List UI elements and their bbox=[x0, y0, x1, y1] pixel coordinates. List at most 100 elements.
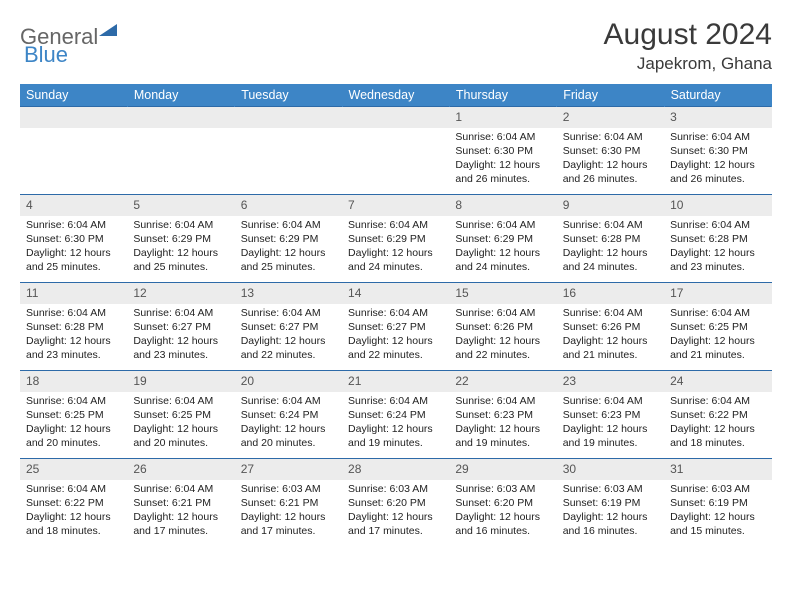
day-details: Sunrise: 6:04 AMSunset: 6:28 PMDaylight:… bbox=[20, 304, 127, 367]
sunset-text: Sunset: 6:27 PM bbox=[241, 320, 336, 334]
day-details: Sunrise: 6:03 AMSunset: 6:21 PMDaylight:… bbox=[235, 480, 342, 543]
page-header: General August 2024 Japekrom, Ghana bbox=[20, 18, 772, 74]
sunrise-text: Sunrise: 6:04 AM bbox=[133, 306, 228, 320]
brand-part2: Blue bbox=[24, 42, 68, 68]
sunrise-text: Sunrise: 6:03 AM bbox=[241, 482, 336, 496]
daylight-text: Daylight: 12 hours and 23 minutes. bbox=[133, 334, 228, 362]
calendar-day-cell: 2Sunrise: 6:04 AMSunset: 6:30 PMDaylight… bbox=[557, 107, 664, 195]
day-details: Sunrise: 6:04 AMSunset: 6:27 PMDaylight:… bbox=[235, 304, 342, 367]
day-details: Sunrise: 6:04 AMSunset: 6:24 PMDaylight:… bbox=[235, 392, 342, 455]
calendar-day-cell: 14Sunrise: 6:04 AMSunset: 6:27 PMDayligh… bbox=[342, 283, 449, 371]
sunset-text: Sunset: 6:22 PM bbox=[26, 496, 121, 510]
day-number: 27 bbox=[235, 459, 342, 480]
sunrise-text: Sunrise: 6:04 AM bbox=[455, 394, 550, 408]
day-number: 19 bbox=[127, 371, 234, 392]
sunrise-text: Sunrise: 6:04 AM bbox=[348, 394, 443, 408]
calendar-day-cell: 13Sunrise: 6:04 AMSunset: 6:27 PMDayligh… bbox=[235, 283, 342, 371]
day-details: Sunrise: 6:04 AMSunset: 6:25 PMDaylight:… bbox=[664, 304, 771, 367]
calendar-day-cell: 12 Sunrise: 6:04 AMSunset: 6:27 PMDayligh… bbox=[127, 283, 234, 371]
daylight-text: Daylight: 12 hours and 26 minutes. bbox=[455, 158, 550, 186]
calendar-week-row: 11Sunrise: 6:04 AMSunset: 6:28 PMDayligh… bbox=[20, 283, 772, 371]
sunset-text: Sunset: 6:29 PM bbox=[455, 232, 550, 246]
daylight-text: Daylight: 12 hours and 19 minutes. bbox=[348, 422, 443, 450]
calendar-day-cell: 21Sunrise: 6:04 AMSunset: 6:24 PMDayligh… bbox=[342, 371, 449, 459]
calendar-day-cell: 6Sunrise: 6:04 AMSunset: 6:29 PMDaylight… bbox=[235, 195, 342, 283]
sunrise-text: Sunrise: 6:04 AM bbox=[241, 218, 336, 232]
calendar-day-cell: 25Sunrise: 6:04 AMSunset: 6:22 PMDayligh… bbox=[20, 459, 127, 547]
day-number: 29 bbox=[449, 459, 556, 480]
sunrise-text: Sunrise: 6:04 AM bbox=[26, 218, 121, 232]
sunrise-text: Sunrise: 6:03 AM bbox=[670, 482, 765, 496]
day-number: 2 bbox=[557, 107, 664, 128]
day-details: Sunrise: 6:04 AMSunset: 6:26 PMDaylight:… bbox=[557, 304, 664, 367]
sunset-text: Sunset: 6:25 PM bbox=[26, 408, 121, 422]
sunset-text: Sunset: 6:21 PM bbox=[241, 496, 336, 510]
day-details: Sunrise: 6:04 AMSunset: 6:29 PMDaylight:… bbox=[127, 216, 234, 279]
sunset-text: Sunset: 6:19 PM bbox=[563, 496, 658, 510]
calendar-day-cell bbox=[127, 107, 234, 195]
sunset-text: Sunset: 6:27 PM bbox=[348, 320, 443, 334]
daylight-text: Daylight: 12 hours and 21 minutes. bbox=[670, 334, 765, 362]
sunrise-text: Sunrise: 6:04 AM bbox=[455, 306, 550, 320]
sunset-text: Sunset: 6:29 PM bbox=[241, 232, 336, 246]
day-number: 24 bbox=[664, 371, 771, 392]
calendar-day-cell: 4Sunrise: 6:04 AMSunset: 6:30 PMDaylight… bbox=[20, 195, 127, 283]
day-number: 12 bbox=[127, 283, 234, 304]
location-label: Japekrom, Ghana bbox=[604, 54, 772, 74]
day-number bbox=[342, 107, 449, 128]
calendar-day-cell bbox=[235, 107, 342, 195]
day-number: 18 bbox=[20, 371, 127, 392]
calendar-day-cell: 19Sunrise: 6:04 AMSunset: 6:25 PMDayligh… bbox=[127, 371, 234, 459]
day-details: Sunrise: 6:04 AMSunset: 6:22 PMDaylight:… bbox=[664, 392, 771, 455]
day-number: 9 bbox=[557, 195, 664, 216]
day-number: 16 bbox=[557, 283, 664, 304]
sunset-text: Sunset: 6:21 PM bbox=[133, 496, 228, 510]
sunset-text: Sunset: 6:25 PM bbox=[133, 408, 228, 422]
calendar-day-cell: 28Sunrise: 6:03 AMSunset: 6:20 PMDayligh… bbox=[342, 459, 449, 547]
sunrise-text: Sunrise: 6:04 AM bbox=[455, 130, 550, 144]
daylight-text: Daylight: 12 hours and 20 minutes. bbox=[133, 422, 228, 450]
sunrise-text: Sunrise: 6:03 AM bbox=[455, 482, 550, 496]
sunrise-text: Sunrise: 6:04 AM bbox=[241, 394, 336, 408]
day-details: Sunrise: 6:04 AMSunset: 6:27 PMDaylight:… bbox=[342, 304, 449, 367]
day-number: 31 bbox=[664, 459, 771, 480]
day-number: 5 bbox=[127, 195, 234, 216]
sunset-text: Sunset: 6:26 PM bbox=[563, 320, 658, 334]
sunrise-text: Sunrise: 6:03 AM bbox=[563, 482, 658, 496]
weekday-header: Friday bbox=[557, 84, 664, 107]
sunrise-text: Sunrise: 6:04 AM bbox=[670, 394, 765, 408]
sunset-text: Sunset: 6:24 PM bbox=[348, 408, 443, 422]
weekday-header: Thursday bbox=[449, 84, 556, 107]
calendar-day-cell: 1Sunrise: 6:04 AMSunset: 6:30 PMDaylight… bbox=[449, 107, 556, 195]
daylight-text: Daylight: 12 hours and 17 minutes. bbox=[241, 510, 336, 538]
day-number: 28 bbox=[342, 459, 449, 480]
day-number bbox=[20, 107, 127, 128]
calendar-day-cell: 8Sunrise: 6:04 AMSunset: 6:29 PMDaylight… bbox=[449, 195, 556, 283]
day-details: Sunrise: 6:04 AMSunset: 6:30 PMDaylight:… bbox=[20, 216, 127, 279]
daylight-text: Daylight: 12 hours and 22 minutes. bbox=[241, 334, 336, 362]
weekday-header: Saturday bbox=[664, 84, 771, 107]
sunset-text: Sunset: 6:30 PM bbox=[670, 144, 765, 158]
sunrise-text: Sunrise: 6:04 AM bbox=[133, 394, 228, 408]
calendar-week-row: 4Sunrise: 6:04 AMSunset: 6:30 PMDaylight… bbox=[20, 195, 772, 283]
weekday-header: Sunday bbox=[20, 84, 127, 107]
calendar-day-cell: 10Sunrise: 6:04 AMSunset: 6:28 PMDayligh… bbox=[664, 195, 771, 283]
day-number: 22 bbox=[449, 371, 556, 392]
day-number: 23 bbox=[557, 371, 664, 392]
calendar-day-cell bbox=[20, 107, 127, 195]
daylight-text: Daylight: 12 hours and 25 minutes. bbox=[133, 246, 228, 274]
sunset-text: Sunset: 6:27 PM bbox=[133, 320, 228, 334]
sunset-text: Sunset: 6:24 PM bbox=[241, 408, 336, 422]
day-details: Sunrise: 6:04 AMSunset: 6:29 PMDaylight:… bbox=[235, 216, 342, 279]
day-number: 14 bbox=[342, 283, 449, 304]
sunrise-text: Sunrise: 6:04 AM bbox=[133, 482, 228, 496]
sunset-text: Sunset: 6:28 PM bbox=[26, 320, 121, 334]
calendar-day-cell: 27Sunrise: 6:03 AMSunset: 6:21 PMDayligh… bbox=[235, 459, 342, 547]
day-details: Sunrise: 6:04 AMSunset: 6:23 PMDaylight:… bbox=[449, 392, 556, 455]
daylight-text: Daylight: 12 hours and 23 minutes. bbox=[26, 334, 121, 362]
day-details: Sunrise: 6:04 AMSunset: 6:25 PMDaylight:… bbox=[127, 392, 234, 455]
daylight-text: Daylight: 12 hours and 17 minutes. bbox=[348, 510, 443, 538]
day-details: Sunrise: 6:04 AMSunset: 6:28 PMDaylight:… bbox=[664, 216, 771, 279]
calendar-day-cell: 5Sunrise: 6:04 AMSunset: 6:29 PMDaylight… bbox=[127, 195, 234, 283]
sunrise-text: Sunrise: 6:04 AM bbox=[563, 306, 658, 320]
